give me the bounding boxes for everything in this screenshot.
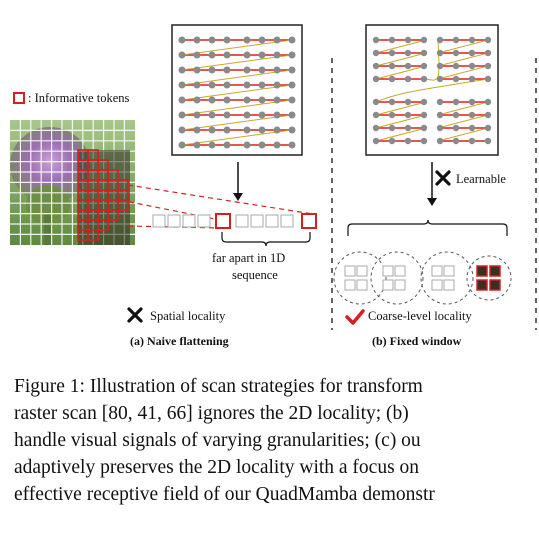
window-scan-grid	[365, 24, 499, 156]
caption-line-2: raster scan [80, 41, 66] ignores the 2D …	[14, 403, 409, 424]
raster-scan-grid	[171, 24, 303, 156]
far-apart-label-1: far apart in 1D	[212, 251, 286, 265]
legend-label: : Informative tokens	[28, 91, 130, 105]
caption-line-4: adaptively preserves the 2D locality wit…	[14, 457, 420, 478]
far-apart-label-2: sequence	[232, 268, 278, 282]
brace-b	[347, 219, 508, 236]
thistle-image	[10, 120, 135, 245]
token-sequence	[152, 213, 317, 229]
informative-token-legend-box	[13, 92, 25, 104]
arrow-a-head	[233, 193, 243, 201]
subcaption-a: (a) Naive flattening	[130, 334, 229, 348]
subcaption-b: (b) Fixed window	[372, 334, 462, 348]
cross-icon-learnable	[435, 170, 451, 186]
learnable-label: Learnable	[456, 172, 506, 186]
coarse-locality-label: Coarse-level locality	[368, 309, 472, 323]
caption-line-3: handle visual signals of varying granula…	[14, 430, 421, 451]
figure-graphics	[10, 24, 537, 330]
figure-1: : Informative tokens	[10, 24, 537, 348]
caption-line-1: Figure 1: Illustration of scan strategie…	[14, 376, 423, 397]
spatial-locality-label: Spatial locality	[150, 309, 226, 323]
caption-line-5: effective receptive field of our QuadMam…	[14, 484, 435, 505]
check-icon	[345, 309, 365, 325]
arrow-b-head	[427, 198, 437, 206]
window-groups	[333, 251, 512, 305]
cross-icon-spatial	[127, 307, 143, 323]
brace	[221, 232, 311, 247]
